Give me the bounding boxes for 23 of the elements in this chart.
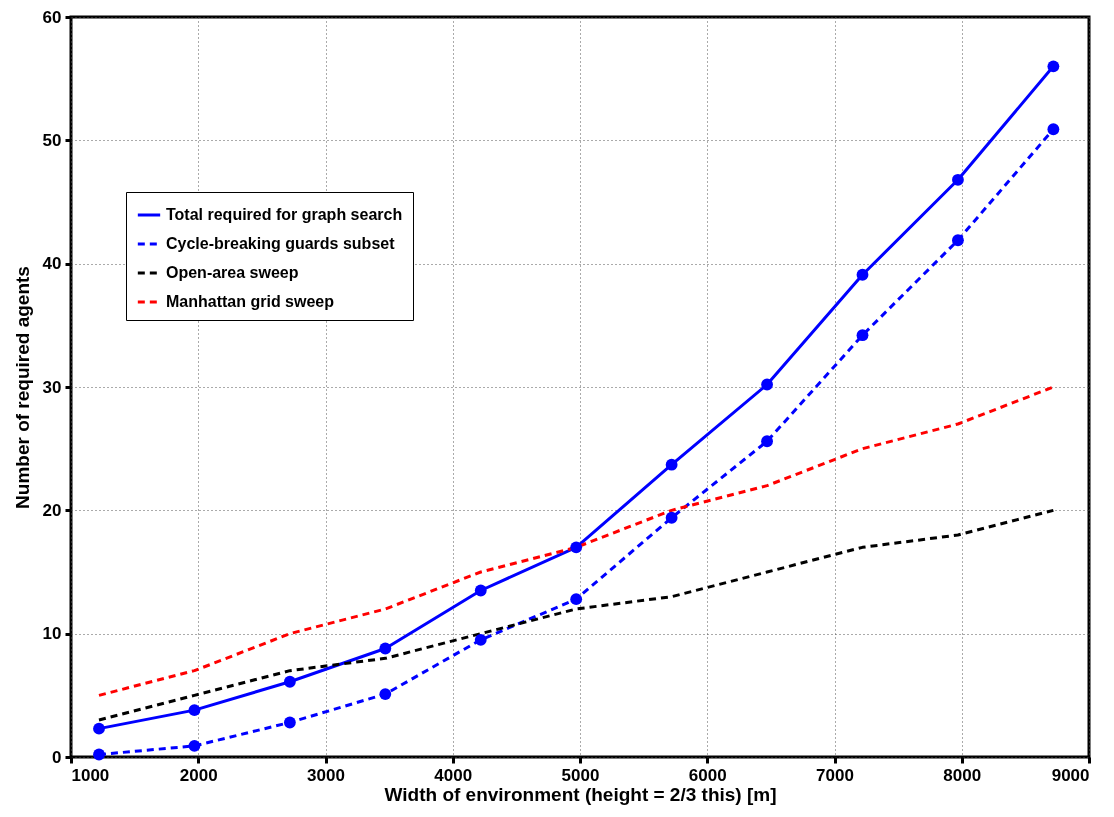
x-axis-title: Width of environment (height = 2/3 this) [m]: [384, 783, 777, 805]
y-tick-label: 10: [42, 624, 62, 644]
y-tick-label: 30: [42, 377, 62, 397]
x-tick-label: 5000: [561, 765, 600, 785]
y-tick-label: 0: [52, 747, 62, 767]
x-tick-label: 2000: [179, 765, 218, 785]
x-tick-label: 7000: [816, 765, 854, 785]
x-tick-label: 6000: [688, 765, 727, 785]
y-axis-title: Number of required agents: [11, 266, 33, 509]
legend-label: Cycle-breaking guards subset: [166, 235, 396, 252]
x-tick-label: 8000: [943, 765, 982, 785]
y-tick-label: 50: [42, 130, 62, 150]
x-tick-label: 3000: [307, 765, 345, 785]
x-tick-label: 4000: [434, 765, 473, 785]
y-tick-label: 60: [42, 7, 62, 27]
legend-label: Total required for graph search: [166, 206, 403, 223]
legend-label: Manhattan grid sweep: [166, 293, 335, 310]
x-tick-label: 9000: [1051, 765, 1090, 785]
line-series: [97, 385, 1055, 697]
legend-label: Open-area sweep: [166, 264, 299, 281]
y-tick-label: 20: [42, 500, 62, 520]
x-tick-label: 1000: [71, 765, 110, 785]
y-tick-label: 40: [42, 254, 62, 274]
